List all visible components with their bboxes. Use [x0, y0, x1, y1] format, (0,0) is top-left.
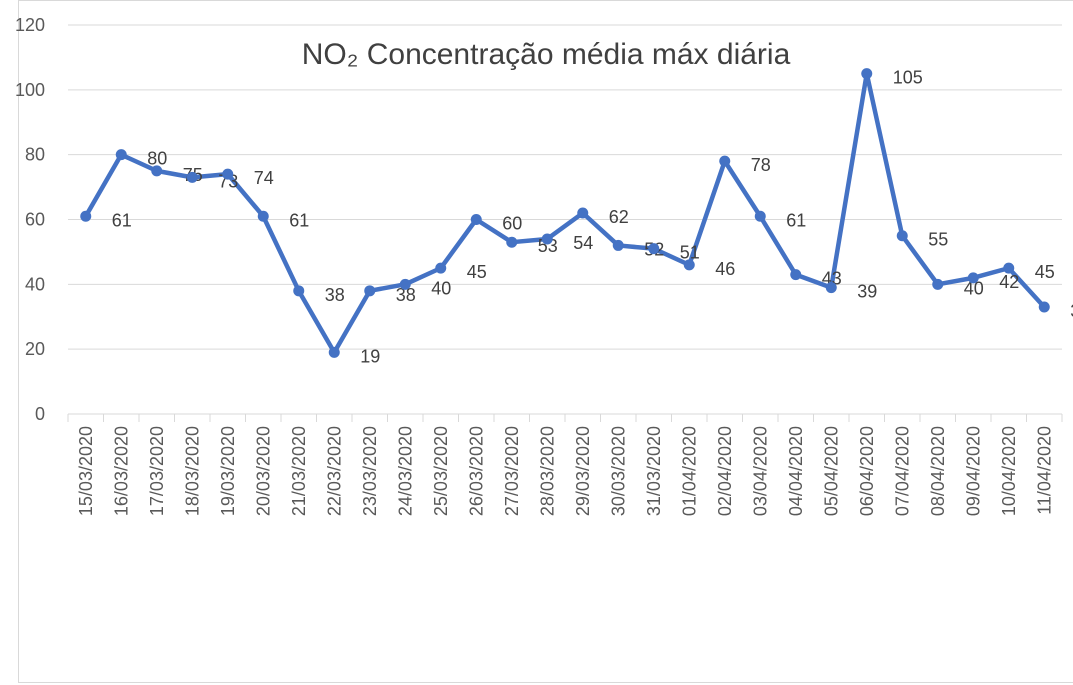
x-tick-label: 24/03/2020: [395, 426, 415, 516]
marker: [612, 239, 624, 251]
marker: [861, 68, 873, 80]
marker: [719, 155, 731, 167]
y-tick-label: 120: [15, 15, 45, 35]
x-tick-label: 25/03/2020: [431, 426, 451, 516]
data-label: 46: [715, 259, 735, 279]
marker: [328, 346, 340, 358]
data-label: 51: [680, 243, 700, 263]
data-label: 40: [431, 278, 451, 298]
marker: [186, 171, 198, 183]
y-tick-label: 60: [25, 210, 45, 230]
x-tick-label: 21/03/2020: [289, 426, 309, 516]
data-label: 61: [786, 210, 806, 230]
x-tick-label: 30/03/2020: [608, 426, 628, 516]
marker: [825, 282, 837, 294]
marker: [896, 230, 908, 242]
data-label: 43: [822, 269, 842, 289]
data-label: 55: [928, 230, 948, 250]
marker: [754, 210, 766, 222]
x-tick-label: 23/03/2020: [360, 426, 380, 516]
x-tick-label: 08/04/2020: [928, 426, 948, 516]
x-tick-label: 26/03/2020: [466, 426, 486, 516]
x-tick-label: 02/04/2020: [715, 426, 735, 516]
x-tick-label: 22/03/2020: [324, 426, 344, 516]
x-tick-label: 09/04/2020: [963, 426, 983, 516]
marker: [506, 236, 518, 248]
data-label: 60: [502, 214, 522, 234]
marker: [932, 278, 944, 290]
marker: [577, 207, 589, 219]
data-label: 62: [609, 207, 629, 227]
data-label: 19: [360, 346, 380, 366]
marker: [435, 262, 447, 274]
marker: [222, 168, 234, 180]
marker: [364, 285, 376, 297]
chart-title: NO₂ Concentração média máx diária: [302, 38, 791, 71]
x-tick-label: 01/04/2020: [679, 426, 699, 516]
x-tick-label: 28/03/2020: [537, 426, 557, 516]
marker: [399, 278, 411, 290]
data-label: 105: [893, 68, 923, 88]
marker: [967, 272, 979, 284]
x-tick-label: 31/03/2020: [644, 426, 664, 516]
x-tick-label: 27/03/2020: [502, 426, 522, 516]
x-tick-label: 04/04/2020: [786, 426, 806, 516]
x-tick-label: 18/03/2020: [182, 426, 202, 516]
y-tick-label: 100: [15, 80, 45, 100]
marker: [790, 269, 802, 281]
marker: [541, 233, 553, 245]
data-label: 80: [147, 149, 167, 169]
marker: [470, 214, 482, 225]
y-tick-label: 40: [25, 274, 45, 294]
chart-border: [18, 0, 1073, 683]
marker: [683, 259, 695, 271]
x-tick-label: 06/04/2020: [857, 426, 877, 516]
x-tick-label: 15/03/2020: [76, 426, 96, 516]
marker: [293, 285, 305, 297]
x-tick-label: 17/03/2020: [147, 426, 167, 516]
marker: [648, 243, 660, 255]
x-tick-label: 20/03/2020: [253, 426, 273, 516]
x-tick-label: 19/03/2020: [218, 426, 238, 516]
data-label: 42: [999, 272, 1019, 292]
marker: [151, 165, 163, 177]
x-tick-label: 03/04/2020: [750, 426, 770, 516]
marker: [115, 149, 127, 161]
data-label: 38: [325, 285, 345, 305]
x-tick-label: 10/04/2020: [999, 426, 1019, 516]
y-tick-label: 0: [35, 404, 45, 424]
x-tick-label: 16/03/2020: [111, 426, 131, 516]
data-label: 74: [254, 168, 274, 188]
x-tick-label: 11/04/2020: [1034, 426, 1054, 515]
data-label: 61: [112, 210, 132, 230]
data-label: 38: [396, 285, 416, 305]
marker: [1038, 301, 1050, 313]
data-label: 78: [751, 155, 771, 175]
x-tick-label: 05/04/2020: [821, 426, 841, 516]
data-label: 45: [1035, 262, 1055, 282]
data-label: 33: [1070, 301, 1073, 321]
data-label: 54: [573, 233, 593, 253]
line: [83, 71, 1046, 355]
x-tick-label: 29/03/2020: [573, 426, 593, 516]
data-label: 40: [964, 278, 984, 298]
marker: [257, 210, 269, 222]
marker: [80, 210, 92, 222]
data-label: 45: [467, 262, 487, 282]
y-tick-label: 20: [25, 339, 45, 359]
y-tick-label: 80: [25, 145, 45, 165]
data-label: 39: [857, 282, 877, 302]
data-label: 61: [289, 210, 309, 230]
marker: [1003, 262, 1015, 274]
x-tick-label: 07/04/2020: [892, 426, 912, 516]
